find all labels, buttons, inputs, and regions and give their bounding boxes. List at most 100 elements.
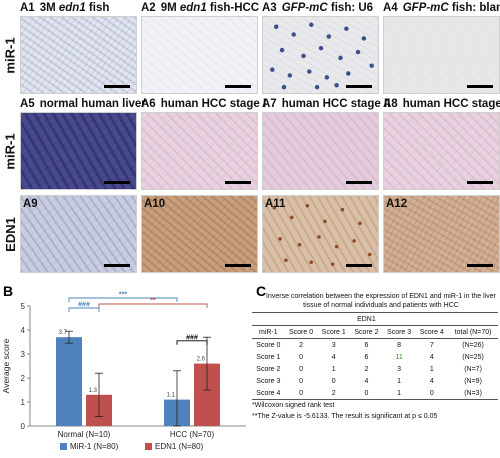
table-cell: 2	[331, 389, 336, 397]
y-tick-label: 3	[21, 350, 26, 359]
micrograph-a4	[383, 16, 500, 94]
table-cell: Score 0	[256, 341, 281, 349]
value-label: 1.1	[167, 393, 176, 399]
significance-bracket-label: **	[150, 298, 156, 305]
bar-chart: 0 1 2 3 4 5 Average score 3.7 1.3 Normal (N=10) 1.…	[1, 292, 246, 451]
table-footnote-1: *Wilcoxon signed rank test	[252, 402, 335, 409]
significance-bracket-label: ###	[186, 334, 198, 341]
table-cell: (N=3)	[464, 389, 482, 397]
correlation-table-panel: Inverse correlation between the expressi…	[252, 292, 498, 422]
micrograph-a6	[141, 112, 258, 190]
table-cell: 4	[331, 353, 336, 361]
micrograph-a12	[383, 195, 500, 273]
legend-label: EDN1 (N=80)	[155, 442, 204, 451]
micrograph-a7	[262, 112, 379, 190]
table-cell: 1	[397, 377, 402, 385]
x-tick-label: Normal (N=10)	[58, 430, 111, 439]
bar-mir1	[56, 337, 82, 426]
significance-bracket	[68, 307, 100, 312]
table-row: Score 3 0 0 4 1 4 (N=9)	[252, 375, 498, 387]
table-cell: 3	[331, 341, 336, 349]
scale-bar	[346, 85, 372, 88]
table-cell: Score 2	[256, 365, 281, 373]
table-cell: 1	[429, 365, 434, 373]
table-cell: 6	[364, 341, 369, 349]
y-tick-label: 5	[21, 302, 26, 311]
scale-bar	[467, 181, 493, 184]
panel-title-a5: A5 normal human liver	[20, 98, 146, 110]
micrograph-a8	[383, 112, 500, 190]
scale-bar	[346, 264, 372, 267]
table-cell: 1	[397, 389, 402, 397]
table-cell: 1	[331, 365, 336, 373]
panel-title-a7: A7 human HCC stage II	[262, 98, 391, 110]
nuclei-dots	[270, 22, 374, 90]
y-tick-label: 4	[21, 326, 26, 335]
panel-title-a3: A3 GFP-mC fish: U6	[262, 2, 374, 14]
table-cell: (N=7)	[464, 365, 482, 373]
table-cell: (N=25)	[462, 353, 484, 361]
x-tick-label: HCC (N=70)	[170, 430, 215, 439]
scale-bar	[467, 264, 493, 267]
table-cell: 2	[364, 365, 369, 373]
y-tick-label: 0	[21, 422, 26, 431]
table-cell: 0	[429, 389, 434, 397]
y-tick-label: 2	[21, 374, 26, 383]
panel-title-a10: A10	[144, 198, 166, 210]
significance-bracket	[68, 297, 178, 302]
y-tick-label: 1	[21, 398, 26, 407]
table-cell: 4	[364, 377, 369, 385]
table-cell: Score 4	[256, 389, 281, 397]
micrograph-a5	[20, 112, 137, 190]
table-cell: (N=26)	[462, 341, 484, 349]
scale-bar	[104, 85, 130, 88]
significance-bracket	[176, 340, 208, 345]
y-axis-label: Average score	[1, 338, 11, 393]
table-row: Score 2 0 1 2 3 1 (N=7)	[252, 363, 498, 375]
scale-bar	[346, 181, 372, 184]
scale-bar	[225, 264, 251, 267]
table-cell: 4	[429, 353, 434, 361]
significance-bracket-label: ###	[78, 302, 90, 309]
table-cell: 11	[395, 353, 403, 361]
table-cell: 4	[429, 377, 434, 385]
legend-swatch	[145, 443, 152, 450]
correlation-table: EDN1 miR-1 Score 0 Score 1 Score 2 Score 3 Sc…	[252, 312, 498, 400]
table-header-row: miR-1 Score 0 Score 1 Score 2 Score 3 Score 4…	[252, 325, 498, 339]
micrograph-a3	[262, 16, 379, 94]
legend-label: MiR-1 (N=80)	[70, 442, 119, 451]
table-row: Score 1 0 4 6 11 4 (N=25)	[252, 351, 498, 363]
table-cell: Score 1	[256, 353, 281, 361]
table-cell: 8	[397, 341, 402, 349]
table-header-cell: Score 0	[288, 328, 314, 336]
legend-swatch	[60, 443, 67, 450]
table-cell: 3	[397, 365, 402, 373]
value-label: 1.3	[89, 388, 98, 394]
table-header-cell: total (N=70)	[454, 328, 492, 336]
panel-title-a9: A9	[23, 198, 38, 210]
table-cell: 6	[364, 353, 369, 361]
micrograph-a1	[20, 16, 137, 94]
table-cell: 0	[299, 353, 303, 361]
panel-title-a12: A12	[386, 198, 408, 210]
table-cell: 0	[299, 389, 303, 397]
table-cell: 2	[299, 341, 303, 349]
stained-nuclei	[272, 203, 372, 266]
panel-title-a6: A6 human HCC stage I	[141, 98, 267, 110]
table-header-cell: Score 1	[321, 328, 346, 336]
table-header-cell: Score 4	[419, 328, 444, 336]
micrograph-a9	[20, 195, 137, 273]
panel-letter-b: B	[3, 283, 14, 299]
table-cell: 0	[364, 389, 369, 397]
value-label: 2.6	[197, 357, 206, 363]
table-cell: 7	[429, 341, 434, 349]
significance-bracket	[98, 303, 208, 308]
scale-bar	[225, 181, 251, 184]
scale-bar	[225, 85, 251, 88]
table-cell: 0	[299, 377, 303, 385]
table-caption: Inverse correlation between the expressi…	[266, 293, 496, 309]
scale-bar	[104, 181, 130, 184]
table-row: Score 4 0 2 0 1 0 (N=3)	[252, 387, 498, 400]
